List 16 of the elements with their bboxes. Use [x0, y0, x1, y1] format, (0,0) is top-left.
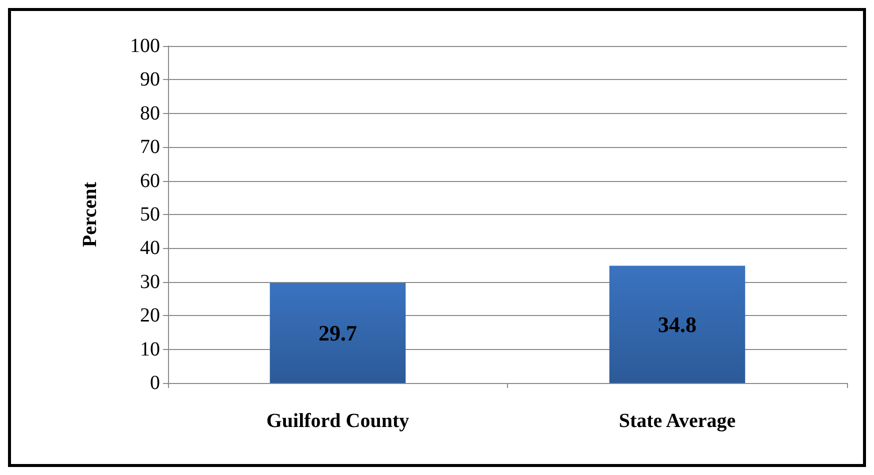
- y-tick-label: 0: [150, 372, 160, 394]
- y-tick-label: 40: [140, 237, 160, 260]
- y-axis-title: Percent: [79, 182, 101, 248]
- y-tick-label: 60: [140, 170, 160, 192]
- y-tick-label: 50: [140, 204, 160, 226]
- y-tick-label: 80: [140, 102, 160, 124]
- y-tick-label: 100: [130, 35, 160, 57]
- y-tick-label: 30: [140, 270, 160, 293]
- data-label: 34.8: [658, 312, 696, 337]
- y-tick-label: 20: [140, 304, 160, 327]
- x-tick-label: Guilford County: [266, 410, 410, 432]
- y-tick-label: 10: [140, 338, 160, 360]
- data-label: 29.7: [318, 320, 357, 346]
- y-tick-label: 90: [140, 68, 160, 91]
- x-tick-label: State Average: [618, 410, 736, 432]
- y-tick-label: 70: [140, 136, 160, 158]
